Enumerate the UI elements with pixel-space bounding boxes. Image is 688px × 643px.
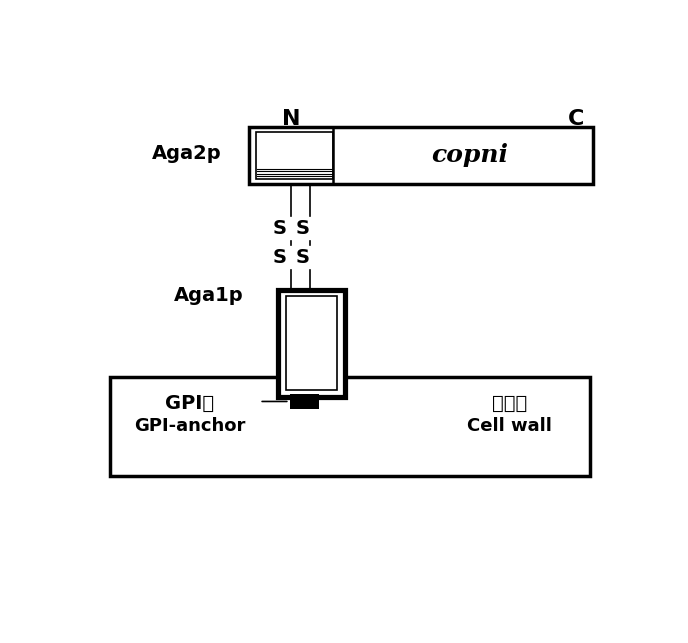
Bar (248, 127, 592, 184)
Bar (278, 290, 345, 397)
Text: N: N (282, 109, 301, 129)
Text: copni: copni (431, 143, 508, 167)
Text: GPI閔: GPI閔 (165, 394, 215, 413)
Bar (255, 132, 333, 179)
Bar (286, 296, 336, 390)
Text: S: S (296, 219, 310, 238)
Text: GPI-anchor: GPI-anchor (134, 417, 246, 435)
Text: Cell wall: Cell wall (467, 417, 552, 435)
Text: Aga2p: Aga2p (152, 145, 222, 163)
Bar (110, 377, 590, 476)
Text: 细胞壁: 细胞壁 (493, 394, 528, 413)
Text: C: C (568, 109, 585, 129)
Bar (290, 394, 319, 409)
Text: S: S (296, 248, 310, 267)
Text: S: S (272, 219, 286, 238)
Text: Aga1p: Aga1p (173, 285, 244, 305)
Text: S: S (272, 248, 286, 267)
